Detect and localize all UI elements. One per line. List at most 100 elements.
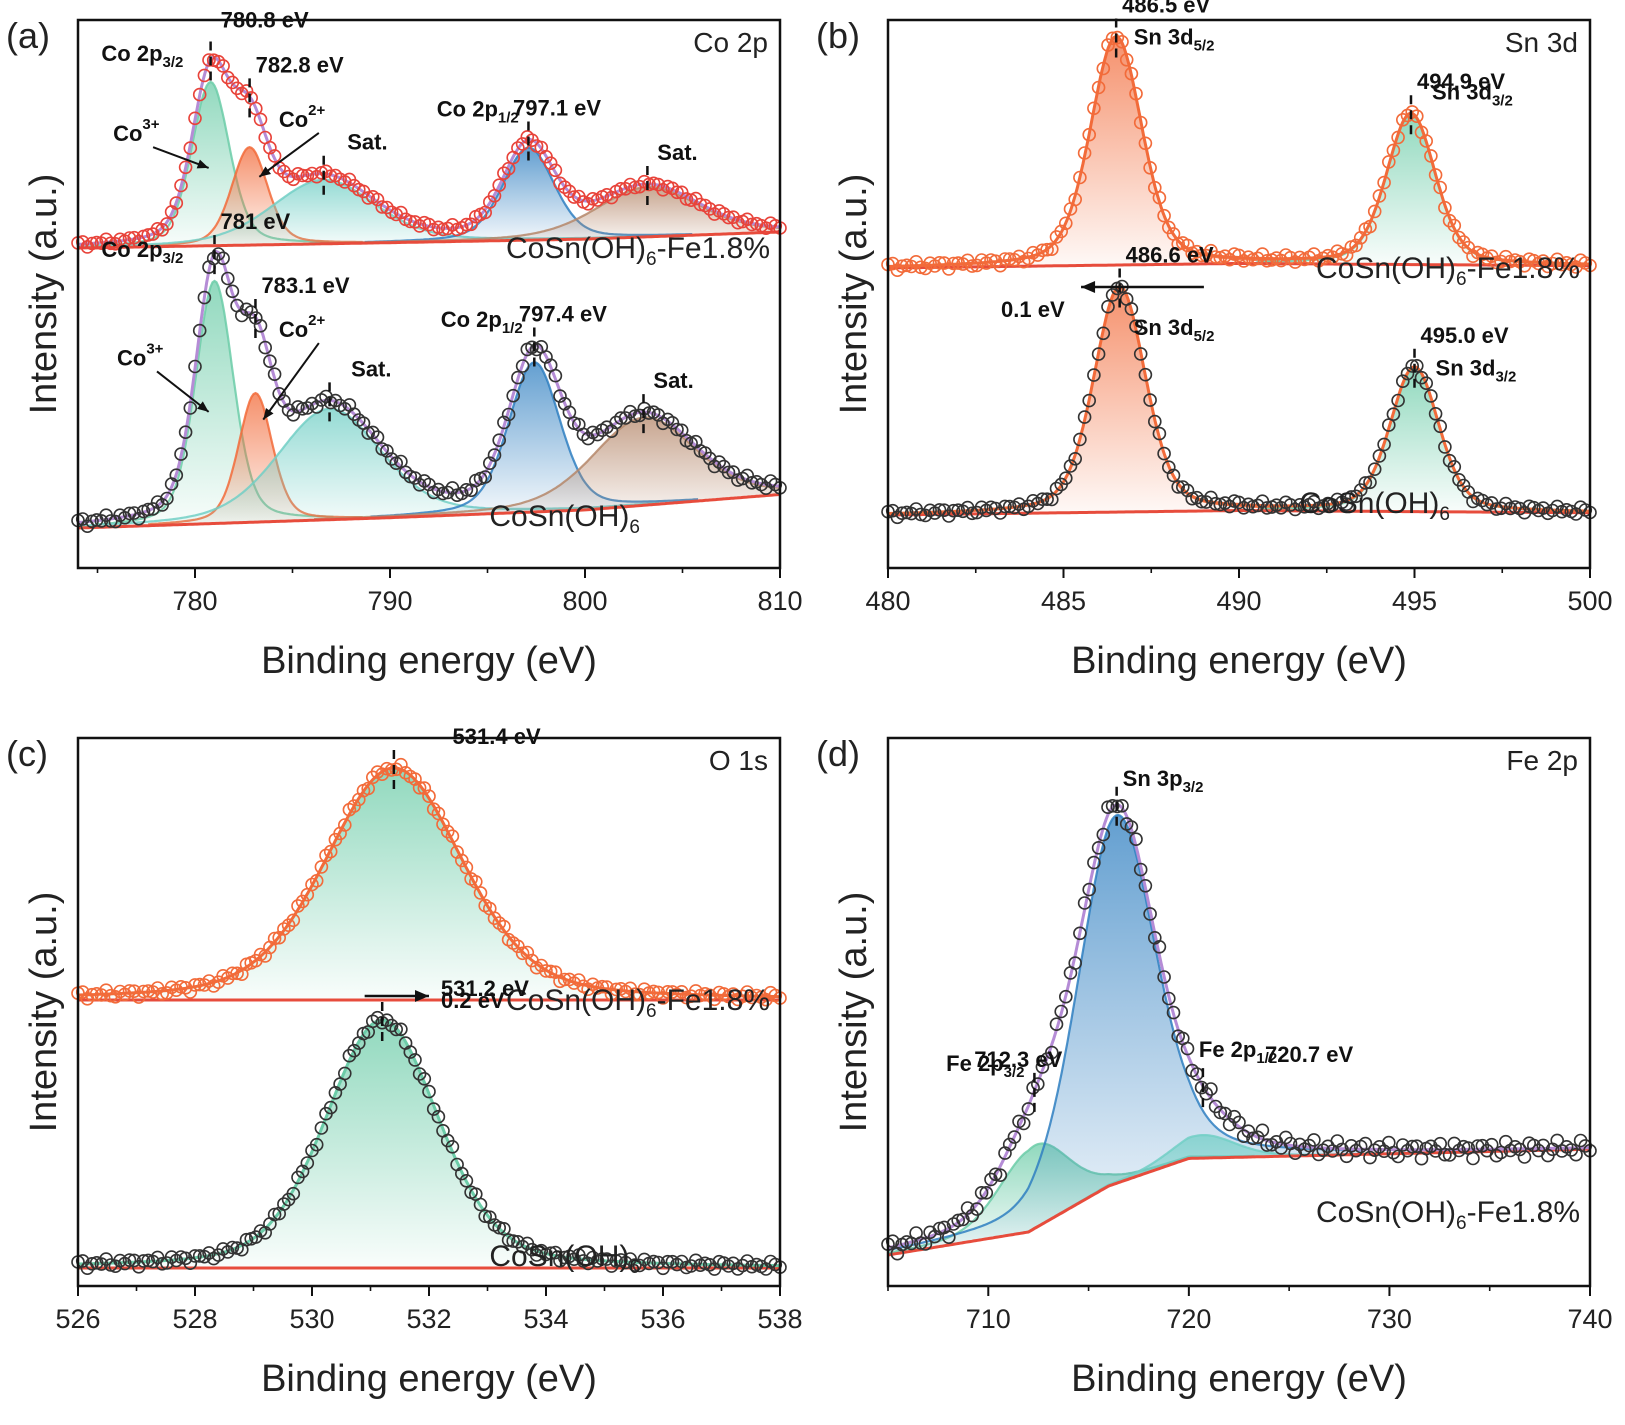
y-axis-label: Intensity (a.u.) (833, 892, 875, 1133)
data-point (1101, 299, 1115, 314)
data-point (417, 781, 432, 795)
x-axis-label: Binding energy (eV) (261, 1358, 597, 1400)
data-point (1096, 326, 1111, 341)
data-point (1068, 956, 1082, 970)
panel-label: (a) (6, 15, 50, 56)
plot-frame (886, 736, 1592, 1288)
data-point (988, 254, 1003, 269)
data-point (1499, 496, 1513, 511)
data-point (951, 256, 966, 270)
data-point (1419, 376, 1433, 391)
data-point (1513, 1142, 1527, 1157)
data-point (1077, 410, 1092, 424)
fit-envelope (887, 803, 1590, 1250)
data-point (267, 1207, 282, 1222)
data-point (94, 1257, 109, 1271)
data-point (1157, 446, 1171, 461)
peak-fill-2 (78, 408, 660, 528)
data-point (216, 251, 230, 266)
data-point (1068, 451, 1082, 466)
panel-title: Sn 3d (1505, 27, 1578, 58)
data-point (632, 408, 647, 423)
data-point (1377, 175, 1391, 190)
data-point (389, 1022, 404, 1037)
shift-arrow-head (1081, 281, 1096, 293)
data-point (1260, 501, 1274, 515)
panel-label: (c) (6, 733, 48, 774)
data-point (895, 506, 909, 521)
peak-annotation: 531.2 eV (441, 976, 529, 1001)
data-point (459, 482, 474, 497)
data-point (459, 217, 474, 232)
data-point (1475, 1138, 1490, 1153)
data-point (132, 511, 146, 526)
data-point (1166, 1005, 1181, 1020)
data-point (1475, 247, 1490, 262)
data-point (665, 415, 680, 430)
data-point (230, 966, 244, 981)
x-tick-label: 720 (1166, 1304, 1211, 1334)
data-point (75, 985, 90, 999)
data-point (932, 503, 947, 517)
data-point (216, 59, 230, 73)
data-point (155, 1257, 169, 1271)
data-point (211, 247, 226, 261)
data-point (609, 1254, 624, 1268)
data-point (1250, 251, 1265, 266)
data-point (361, 781, 376, 796)
data-point (300, 1156, 315, 1170)
data-point (1484, 1137, 1499, 1152)
data-point (1143, 393, 1157, 407)
data-point (609, 982, 624, 997)
data-point (1358, 1136, 1373, 1151)
data-point (1569, 260, 1583, 274)
data-point (122, 1253, 137, 1267)
data-point (1045, 1045, 1059, 1060)
data-point (965, 259, 980, 273)
data-point (394, 1022, 408, 1037)
peak-annotation: 720.7 eV (1265, 1042, 1353, 1067)
data-point (1073, 170, 1087, 185)
data-point (1222, 1117, 1237, 1132)
data-point (970, 1202, 984, 1216)
data-point (637, 1252, 652, 1267)
data-point (1124, 302, 1139, 316)
data-point (188, 978, 202, 992)
data-point (1129, 319, 1143, 334)
data-point (323, 844, 338, 859)
data-point (511, 939, 525, 954)
data-point (272, 386, 287, 401)
data-point (253, 318, 268, 333)
data-point (380, 200, 394, 215)
sample-name: CoSn(OH)6 (489, 500, 640, 538)
data-point (267, 367, 282, 382)
data-point (422, 1084, 436, 1099)
peak-annotation: Sat. (657, 140, 697, 165)
data-point (417, 1072, 432, 1086)
data-point (314, 1121, 329, 1135)
data-point (1250, 498, 1265, 513)
data-point (759, 221, 773, 235)
data-point (998, 252, 1012, 266)
data-point (473, 886, 488, 900)
data-point (618, 182, 633, 196)
data-point (1002, 499, 1017, 514)
data-point (1382, 155, 1396, 169)
baseline (77, 493, 781, 530)
data-point (1199, 248, 1213, 263)
data-point (459, 860, 474, 875)
data-point (1358, 476, 1373, 490)
data-point (660, 984, 675, 999)
sample-c-0: 531.4 eV CoSn(OH)6-Fe1.8% (71, 724, 787, 1022)
data-point (595, 1252, 610, 1266)
data-point (1316, 1143, 1330, 1157)
data-point (557, 972, 572, 987)
data-point (225, 966, 240, 981)
data-point (1059, 989, 1073, 1004)
sample-b-0: 486.5 eV 494.9 eV Sn 3d5/2 Sn 3d3/2 CoSn(OH)… (881, 0, 1597, 290)
data-point (660, 1254, 675, 1269)
data-point (735, 1258, 750, 1273)
data-point (1236, 1129, 1251, 1143)
